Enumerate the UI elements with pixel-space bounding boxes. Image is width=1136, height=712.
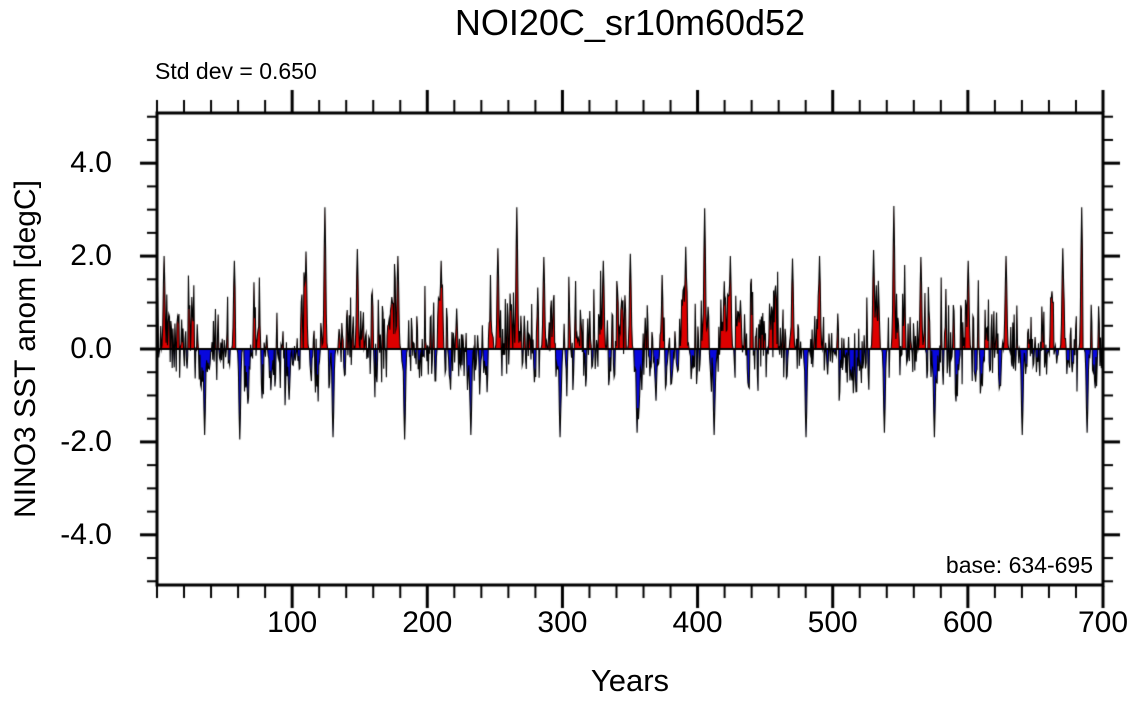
x-tick-label: 500 xyxy=(807,606,858,639)
y-tick-label: 4.0 xyxy=(70,146,112,180)
stddev-annotation: Std dev = 0.650 xyxy=(155,58,317,84)
chart-title: NOI20C_sr10m60d52 xyxy=(454,2,806,43)
y-tick-label: -4.0 xyxy=(60,517,112,551)
x-tick-label: 300 xyxy=(537,606,588,639)
x-tick-label: 600 xyxy=(942,606,993,639)
x-axis-label: Years xyxy=(590,663,670,698)
x-tick-label: 700 xyxy=(1077,606,1129,639)
y-tick-label: -2.0 xyxy=(60,424,112,458)
x-tick-label: 200 xyxy=(402,606,453,639)
base-period-annotation: base: 634-695 xyxy=(945,552,1093,578)
x-tick-label: 100 xyxy=(267,606,318,639)
y-tick-label: 0.0 xyxy=(70,332,112,365)
x-tick-label: 400 xyxy=(672,606,723,639)
y-tick-label: 2.0 xyxy=(70,239,112,273)
